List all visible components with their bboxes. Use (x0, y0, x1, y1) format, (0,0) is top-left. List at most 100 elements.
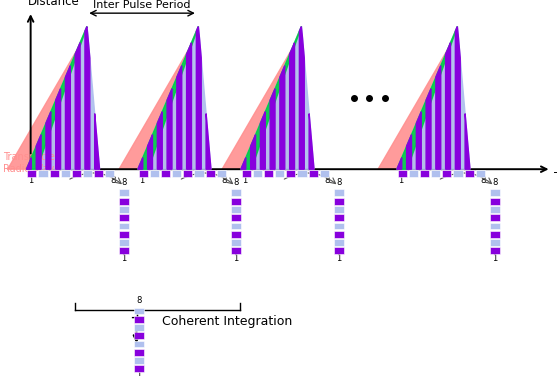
Polygon shape (290, 43, 295, 169)
Bar (334, 223, 344, 229)
Bar (420, 170, 429, 177)
Polygon shape (407, 135, 412, 169)
Bar (334, 198, 344, 205)
Polygon shape (85, 27, 90, 169)
Bar (490, 214, 500, 221)
Bar (242, 170, 251, 177)
Text: 8: 8 (222, 176, 227, 185)
Text: 8: 8 (336, 178, 341, 187)
Polygon shape (241, 158, 246, 169)
Bar (490, 231, 500, 238)
Bar (231, 231, 241, 238)
Bar (119, 239, 129, 246)
Bar (134, 341, 144, 347)
Polygon shape (280, 66, 285, 169)
Bar (231, 247, 241, 254)
Bar (72, 170, 81, 177)
Bar (194, 170, 203, 177)
Text: Distance: Distance (28, 0, 80, 8)
Bar (334, 231, 344, 238)
Text: 1: 1 (233, 254, 238, 263)
Text: 1: 1 (398, 176, 404, 185)
Text: Time: Time (554, 171, 557, 184)
Polygon shape (397, 26, 457, 169)
Bar (139, 170, 148, 177)
Bar (231, 239, 241, 246)
Polygon shape (309, 114, 314, 169)
Bar (490, 239, 500, 246)
Bar (119, 247, 129, 254)
Bar (398, 170, 407, 177)
Polygon shape (177, 66, 182, 169)
Polygon shape (119, 44, 195, 169)
Bar (119, 190, 129, 196)
Bar (134, 308, 144, 314)
Text: 8: 8 (121, 178, 127, 187)
Polygon shape (167, 89, 172, 169)
Text: Transmitted
Radio Wave: Transmitted Radio Wave (3, 152, 61, 174)
Bar (94, 170, 103, 177)
Bar (453, 170, 462, 177)
Polygon shape (138, 26, 211, 169)
Polygon shape (187, 43, 192, 169)
Text: Coherent Integration: Coherent Integration (162, 315, 292, 328)
Polygon shape (241, 26, 314, 169)
Text: 1: 1 (242, 176, 248, 185)
Polygon shape (66, 66, 70, 169)
Bar (490, 206, 500, 213)
Text: +: + (129, 309, 144, 327)
Text: 8: 8 (481, 176, 486, 185)
Bar (309, 170, 317, 177)
Polygon shape (27, 26, 100, 169)
Polygon shape (8, 44, 84, 169)
Bar (172, 170, 181, 177)
Polygon shape (251, 135, 256, 169)
Bar (83, 170, 92, 177)
Polygon shape (436, 66, 441, 169)
Bar (134, 349, 144, 356)
Polygon shape (95, 114, 100, 169)
Bar (231, 198, 241, 205)
Polygon shape (222, 44, 298, 169)
Text: 1: 1 (121, 254, 127, 263)
Bar (476, 170, 485, 177)
Bar (231, 190, 241, 196)
Polygon shape (46, 112, 51, 169)
Bar (61, 170, 70, 177)
Bar (334, 214, 344, 221)
Bar (134, 324, 144, 331)
Polygon shape (260, 112, 265, 169)
Polygon shape (417, 112, 421, 169)
Bar (38, 170, 47, 177)
Text: 1: 1 (336, 254, 341, 263)
Bar (134, 357, 144, 364)
Bar (119, 206, 129, 213)
Polygon shape (148, 135, 153, 169)
Text: 1: 1 (28, 176, 33, 185)
Bar (206, 170, 214, 177)
Bar (465, 170, 473, 177)
Bar (490, 223, 500, 229)
Polygon shape (158, 112, 162, 169)
Polygon shape (206, 114, 211, 169)
Polygon shape (465, 114, 470, 169)
Bar (334, 190, 344, 196)
Polygon shape (397, 26, 470, 169)
Bar (334, 247, 344, 254)
Polygon shape (378, 44, 454, 169)
Text: 1: 1 (136, 371, 141, 376)
Polygon shape (300, 27, 304, 169)
Bar (119, 223, 129, 229)
Bar (490, 247, 500, 254)
Polygon shape (426, 89, 431, 169)
Bar (119, 231, 129, 238)
Polygon shape (56, 89, 61, 169)
Bar (27, 170, 36, 177)
Text: 8: 8 (492, 178, 497, 187)
Bar (264, 170, 273, 177)
Polygon shape (27, 26, 87, 169)
Bar (286, 170, 295, 177)
Bar (231, 214, 241, 221)
Bar (409, 170, 418, 177)
Bar (217, 170, 226, 177)
